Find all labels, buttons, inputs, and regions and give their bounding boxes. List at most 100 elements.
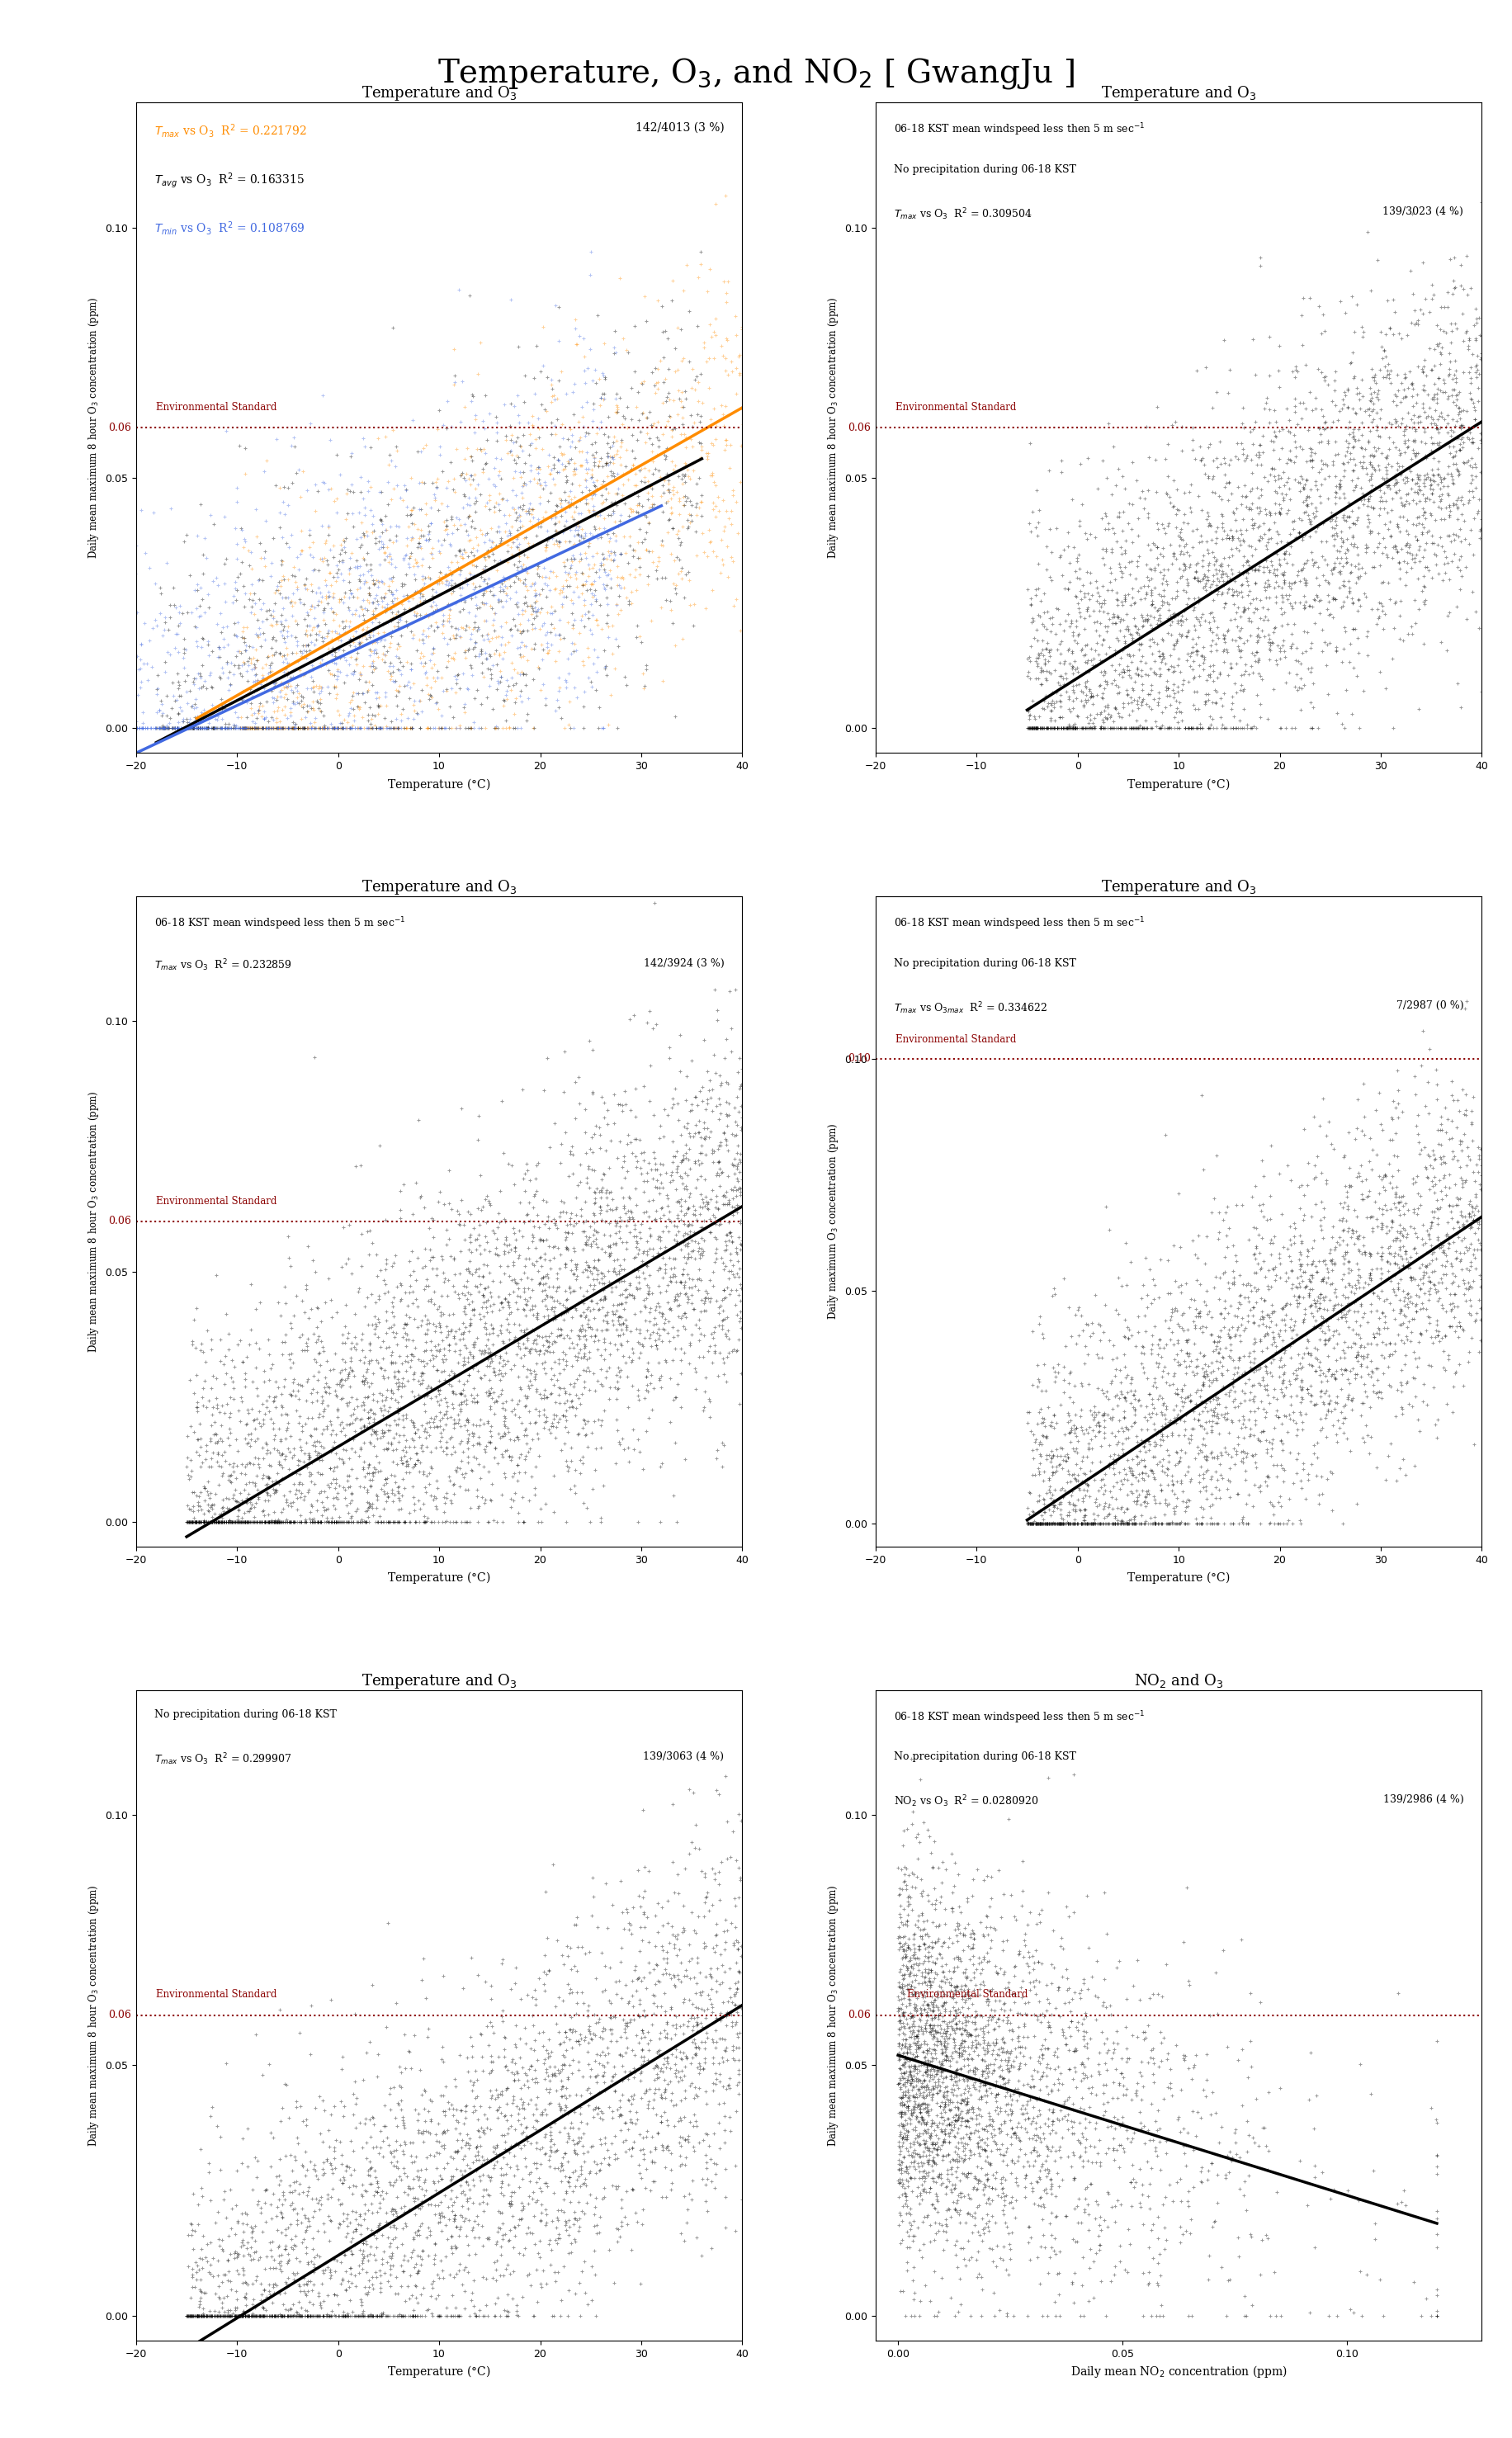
Point	[361, 1399, 386, 1438]
Point	[517, 1392, 541, 1431]
Point	[463, 468, 487, 507]
Point	[411, 1502, 435, 1541]
Point	[909, 1953, 933, 1992]
Point	[1305, 1136, 1329, 1175]
Point	[1383, 527, 1408, 566]
Point	[334, 2145, 358, 2184]
Point	[1034, 2055, 1058, 2094]
Point	[1430, 458, 1455, 497]
Point	[331, 2297, 355, 2336]
Point	[304, 2236, 328, 2275]
Point	[617, 1982, 641, 2021]
Point	[1070, 1482, 1095, 1521]
Point	[1350, 446, 1374, 485]
Point	[198, 1477, 222, 1516]
Point	[502, 1304, 526, 1343]
Point	[674, 1126, 699, 1165]
Point	[612, 1241, 637, 1280]
Point	[646, 541, 670, 580]
Point	[425, 1248, 449, 1287]
Point	[1278, 439, 1302, 478]
Point	[983, 2067, 1007, 2106]
Point	[144, 709, 168, 748]
Point	[144, 600, 168, 639]
Point	[384, 2258, 408, 2297]
Point	[685, 2011, 709, 2050]
Point	[197, 2153, 221, 2192]
Point	[903, 1931, 927, 1970]
Point	[918, 2116, 942, 2155]
Point	[1193, 563, 1217, 602]
Point	[662, 1872, 686, 1911]
Point	[348, 1502, 372, 1541]
Point	[1328, 468, 1352, 507]
Point	[1353, 1231, 1377, 1270]
Point	[953, 1909, 977, 1948]
Point	[516, 2184, 540, 2223]
Point	[1311, 1278, 1335, 1317]
Point	[930, 2033, 954, 2072]
Point	[950, 1987, 974, 2026]
Point	[366, 1343, 390, 1382]
Point	[503, 1219, 528, 1258]
Point	[339, 1404, 363, 1443]
Point	[1027, 1504, 1051, 1543]
Point	[351, 541, 375, 580]
Point	[331, 519, 355, 558]
Point	[1253, 563, 1278, 602]
Point	[620, 1329, 644, 1368]
Point	[682, 1290, 706, 1329]
Point	[290, 1465, 314, 1504]
Point	[1308, 1287, 1332, 1326]
Point	[655, 2002, 679, 2041]
Point	[257, 1494, 281, 1534]
Point	[1365, 417, 1390, 456]
Point	[1255, 600, 1279, 639]
Point	[1288, 1217, 1312, 1256]
Point	[281, 709, 305, 748]
Point	[414, 617, 438, 656]
Point	[1270, 1404, 1294, 1443]
Point	[178, 2204, 203, 2243]
Point	[476, 490, 500, 529]
Point	[561, 2041, 585, 2080]
Point	[1116, 1460, 1140, 1499]
Point	[1131, 1353, 1155, 1392]
Point	[903, 2275, 927, 2314]
Point	[1204, 1258, 1228, 1297]
Point	[1235, 588, 1259, 627]
Point	[268, 1502, 292, 1541]
Point	[901, 1792, 925, 1831]
Point	[1350, 549, 1374, 588]
Point	[615, 332, 640, 371]
Point	[1370, 434, 1394, 473]
Point	[440, 500, 464, 539]
Point	[1356, 461, 1380, 500]
Point	[502, 1319, 526, 1358]
Point	[206, 1502, 230, 1541]
Point	[364, 649, 389, 688]
Point	[411, 2267, 435, 2306]
Point	[620, 2053, 644, 2092]
Point	[950, 2123, 974, 2163]
Point	[640, 2004, 664, 2043]
Point	[1240, 485, 1264, 524]
Point	[1323, 1285, 1347, 1324]
Point	[1060, 634, 1084, 673]
Point	[550, 2145, 575, 2184]
Point	[943, 2055, 968, 2094]
Point	[1420, 517, 1444, 556]
Point	[1309, 1409, 1334, 1448]
Point	[195, 709, 219, 748]
Point	[112, 700, 136, 739]
Point	[621, 490, 646, 529]
Point	[1046, 1353, 1070, 1392]
Point	[569, 1309, 593, 1348]
Point	[372, 1260, 396, 1299]
Point	[355, 1502, 380, 1541]
Point	[969, 2148, 993, 2187]
Point	[357, 2155, 381, 2194]
Point	[576, 592, 600, 631]
Point	[620, 1134, 644, 1173]
Point	[937, 2114, 962, 2153]
